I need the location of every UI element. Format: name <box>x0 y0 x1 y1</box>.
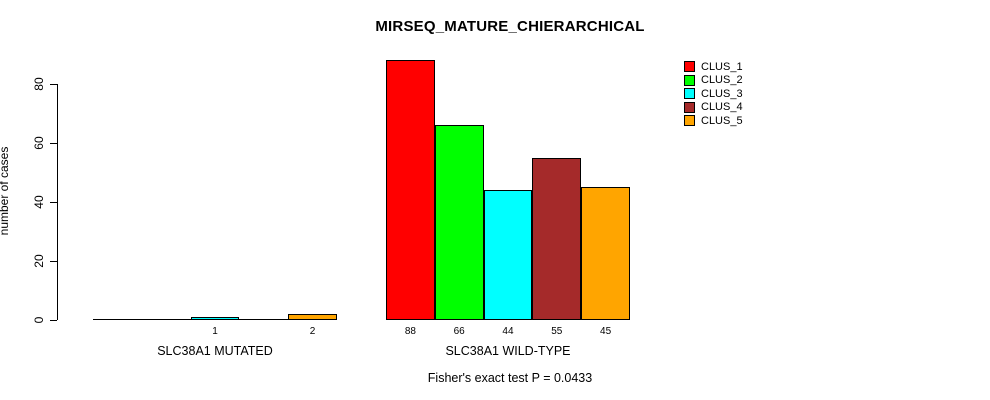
group-label: SLC38A1 WILD-TYPE <box>445 344 571 358</box>
bar-clus_2-group1-zero <box>141 319 192 320</box>
bar-clus_5-group1 <box>288 314 337 320</box>
legend-color-swatch <box>684 61 695 73</box>
bar-value-label: 88 <box>404 326 416 337</box>
bar-clus_2-group2 <box>434 125 484 320</box>
legend-item-clus_5: CLUS_5 <box>684 114 743 128</box>
bar-value-label: 66 <box>453 326 465 337</box>
y-axis-label: number of cases <box>0 146 11 236</box>
legend-item-label: CLUS_1 <box>701 60 743 73</box>
legend-item-label: CLUS_4 <box>701 101 743 114</box>
y-tick-label: 0 <box>32 316 46 324</box>
bar-value-label: 55 <box>551 326 563 337</box>
legend-item-label: CLUS_5 <box>701 114 743 127</box>
legend-item-clus_4: CLUS_4 <box>684 101 743 115</box>
y-tick-mark <box>50 319 57 321</box>
legend-item-label: CLUS_2 <box>701 74 743 87</box>
y-tick-label: 20 <box>32 254 46 268</box>
legend-item-clus_3: CLUS_3 <box>684 87 743 101</box>
y-tick-label: 40 <box>32 195 46 209</box>
chart-title: MIRSEQ_MATURE_CHIERARCHICAL <box>375 18 645 35</box>
bar-value-label: 45 <box>600 326 612 337</box>
legend-item-clus_2: CLUS_2 <box>684 74 743 88</box>
y-axis <box>57 84 58 320</box>
legend-color-swatch <box>684 101 695 113</box>
legend-item-clus_1: CLUS_1 <box>684 60 743 74</box>
y-tick-mark <box>50 260 57 262</box>
legend-color-swatch <box>684 88 695 100</box>
footnote: Fisher's exact test P = 0.0433 <box>427 371 593 385</box>
legend-color-swatch <box>684 74 695 86</box>
legend: CLUS_1 CLUS_2 CLUS_3 CLUS_4 CLUS_5 <box>684 60 743 128</box>
y-tick-mark <box>50 201 57 203</box>
bar-value-label: 2 <box>309 326 316 337</box>
bar-clus_5-group2 <box>581 187 630 320</box>
bar-clus_3-group2 <box>483 190 533 320</box>
bar-value-label: 44 <box>502 326 514 337</box>
y-tick-label: 80 <box>32 77 46 91</box>
bar-clus_1-group2 <box>386 60 435 320</box>
group-label: SLC38A1 MUTATED <box>157 344 273 358</box>
y-tick-mark <box>50 83 57 85</box>
bar-clus_1-group1-zero <box>93 319 143 320</box>
y-tick-label: 60 <box>32 136 46 150</box>
legend-color-swatch <box>684 115 695 127</box>
y-tick-mark <box>50 142 57 144</box>
bar-value-label: 1 <box>212 326 218 337</box>
bar-clus_4-group2 <box>532 158 582 320</box>
bar-clus_3-group1 <box>190 317 240 320</box>
bar-clus_4-group1-zero <box>239 319 290 320</box>
legend-item-label: CLUS_3 <box>701 87 743 100</box>
